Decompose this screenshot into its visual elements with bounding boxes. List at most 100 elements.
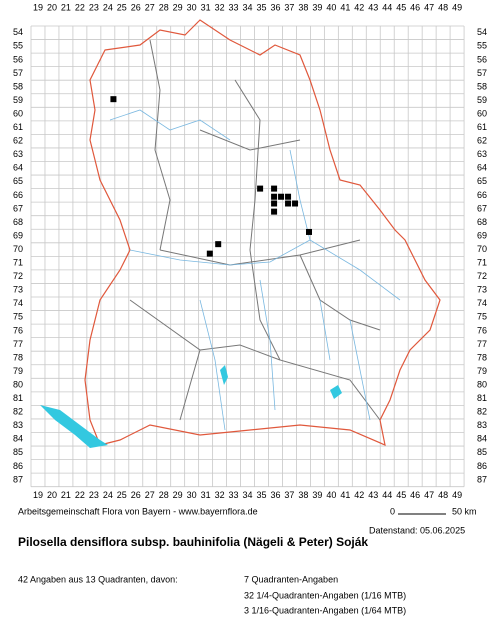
row-label: 58: [477, 81, 487, 91]
column-label: 19: [33, 490, 43, 500]
column-label: 31: [201, 2, 211, 12]
grid: [30, 25, 465, 488]
column-label: 37: [284, 2, 294, 12]
row-label: 77: [477, 339, 487, 349]
occurrence: [292, 200, 299, 207]
column-label: 38: [298, 2, 308, 12]
column-label: 19: [33, 2, 43, 12]
row-label: 72: [13, 271, 23, 281]
row-label: 70: [477, 244, 487, 254]
column-label: 39: [312, 490, 322, 500]
column-label: 33: [229, 2, 239, 12]
column-label: 46: [410, 2, 420, 12]
row-label: 73: [13, 285, 23, 295]
column-label: 27: [145, 490, 155, 500]
summary: 42 Angaben aus 13 Quadranten, davon:: [18, 574, 178, 584]
row-label: 56: [13, 54, 23, 64]
row-label: 60: [13, 108, 23, 118]
row-label: 83: [477, 420, 487, 430]
column-label: 34: [243, 2, 253, 12]
scale-end: 50 km: [452, 506, 477, 516]
row-label: 67: [477, 203, 487, 213]
occurrence: [306, 228, 313, 235]
column-label: 25: [117, 2, 127, 12]
row-label: 87: [13, 474, 23, 484]
column-label: 35: [256, 490, 266, 500]
row-label: 72: [477, 271, 487, 281]
rivers: [109, 109, 401, 431]
column-label: 20: [47, 2, 57, 12]
row-label: 77: [13, 339, 23, 349]
row-label: 63: [13, 149, 23, 159]
column-label: 40: [326, 490, 336, 500]
occurrence: [271, 193, 278, 200]
row-label: 69: [13, 230, 23, 240]
column-label: 28: [159, 490, 169, 500]
column-label: 44: [382, 490, 392, 500]
column-label: 25: [117, 490, 127, 500]
column-label: 29: [173, 2, 183, 12]
occurrence: [285, 193, 292, 200]
column-label: 37: [284, 490, 294, 500]
column-label: 47: [424, 490, 434, 500]
column-label: 38: [298, 490, 308, 500]
column-label: 26: [131, 2, 141, 12]
row-label: 62: [477, 136, 487, 146]
row-label: 69: [477, 230, 487, 240]
column-label: 39: [312, 2, 322, 12]
column-label: 31: [201, 490, 211, 500]
column-label: 27: [145, 2, 155, 12]
row-label: 86: [477, 461, 487, 471]
row-label: 74: [13, 298, 23, 308]
occurrence: [110, 96, 117, 103]
column-label: 21: [61, 2, 71, 12]
column-label: 26: [131, 490, 141, 500]
scale-start: 0: [390, 506, 395, 516]
column-label: 24: [103, 2, 113, 12]
occurrence: [215, 241, 222, 248]
column-label: 29: [173, 490, 183, 500]
row-label: 54: [477, 27, 487, 37]
row-label: 58: [13, 81, 23, 91]
row-label: 54: [13, 27, 23, 37]
row-label: 79: [477, 366, 487, 376]
row-label: 66: [477, 190, 487, 200]
row-label: 78: [13, 352, 23, 362]
row-label: 60: [477, 108, 487, 118]
column-label: 32: [215, 490, 225, 500]
occurrence: [271, 200, 278, 207]
column-label: 24: [103, 490, 113, 500]
detail: 7 Quadranten-Angaben: [244, 574, 338, 584]
row-label: 82: [477, 407, 487, 417]
row-label: 82: [13, 407, 23, 417]
row-label: 84: [477, 434, 487, 444]
occurrence: [278, 193, 285, 200]
row-label: 85: [13, 447, 23, 457]
row-label: 65: [13, 176, 23, 186]
row-label: 67: [13, 203, 23, 213]
row-label: 56: [477, 54, 487, 64]
date: Datenstand: 05.06.2025: [369, 525, 465, 535]
column-label: 21: [61, 490, 71, 500]
column-label: 49: [452, 490, 462, 500]
row-label: 75: [477, 312, 487, 322]
title: Pilosella densiflora subsp. bauhinifolia…: [18, 535, 368, 549]
row-label: 71: [477, 258, 487, 268]
row-label: 57: [13, 68, 23, 78]
row-label: 74: [477, 298, 487, 308]
column-label: 32: [215, 2, 225, 12]
column-label: 36: [270, 490, 280, 500]
row-label: 61: [477, 122, 487, 132]
row-label: 63: [477, 149, 487, 159]
row-label: 57: [477, 68, 487, 78]
row-label: 81: [13, 393, 23, 403]
column-label: 28: [159, 2, 169, 12]
row-label: 55: [13, 41, 23, 51]
column-label: 34: [243, 490, 253, 500]
row-label: 83: [13, 420, 23, 430]
occurrence: [285, 200, 292, 207]
detail: 32 1/4-Quadranten-Angaben (1/16 MTB): [244, 590, 406, 600]
row-label: 79: [13, 366, 23, 376]
column-label: 49: [452, 2, 462, 12]
column-label: 23: [89, 490, 99, 500]
